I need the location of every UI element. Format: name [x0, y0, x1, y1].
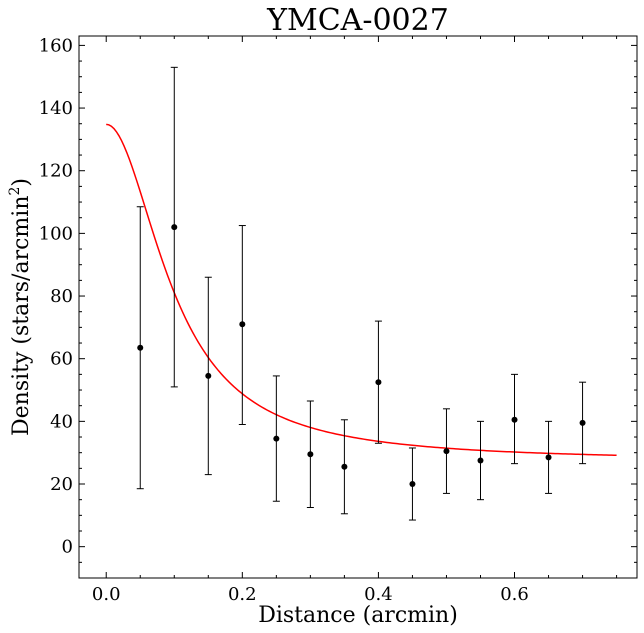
data-point: [137, 344, 144, 351]
axis-tick-labels: 0.0 0.2 0.4 0.6 0 20 40 60 80 100 120 140 160: [39, 35, 529, 605]
x-tick-label: 0.4: [364, 584, 393, 605]
data-point: [545, 454, 552, 461]
data-point: [341, 463, 348, 470]
x-tick-label: 0.2: [228, 584, 257, 605]
x-tick-label: 0.0: [92, 584, 121, 605]
data-point: [307, 451, 314, 458]
data-point: [171, 224, 178, 231]
plot-area: [78, 35, 638, 579]
y-tick-label: 0: [62, 537, 73, 558]
fit-curve: [106, 123, 617, 457]
x-axis-label: Distance (arcmin): [258, 603, 458, 628]
y-tick-label: 120: [39, 161, 73, 182]
data-point: [477, 457, 484, 464]
y-axis-label-superscript: 2: [7, 187, 23, 196]
y-axis-label: Density (stars/arcmin2): [7, 178, 34, 436]
point-layer: [137, 224, 586, 488]
axis-ticks: [79, 36, 637, 578]
y-tick-label: 100: [39, 223, 73, 244]
y-tick-label: 40: [50, 411, 73, 432]
data-point: [273, 435, 280, 442]
chart-title: YMCA-0027: [266, 3, 449, 38]
y-axis-label-main: Density (stars/arcmin: [9, 196, 34, 437]
data-point: [511, 416, 518, 423]
plot-frame: [78, 35, 638, 579]
data-point: [205, 372, 212, 379]
fit-layer: [106, 123, 617, 457]
data-point: [409, 481, 416, 488]
x-tick-label: 0.6: [500, 584, 529, 605]
y-tick-label: 60: [50, 349, 73, 370]
data-point: [375, 379, 382, 386]
data-point: [443, 448, 450, 455]
data-point: [579, 419, 586, 426]
y-tick-label: 160: [39, 35, 73, 56]
y-tick-label: 20: [50, 474, 73, 495]
y-tick-label: 80: [50, 286, 73, 307]
y-tick-label: 140: [39, 98, 73, 119]
y-axis-label-close: ): [9, 178, 34, 187]
data-point: [239, 321, 246, 328]
